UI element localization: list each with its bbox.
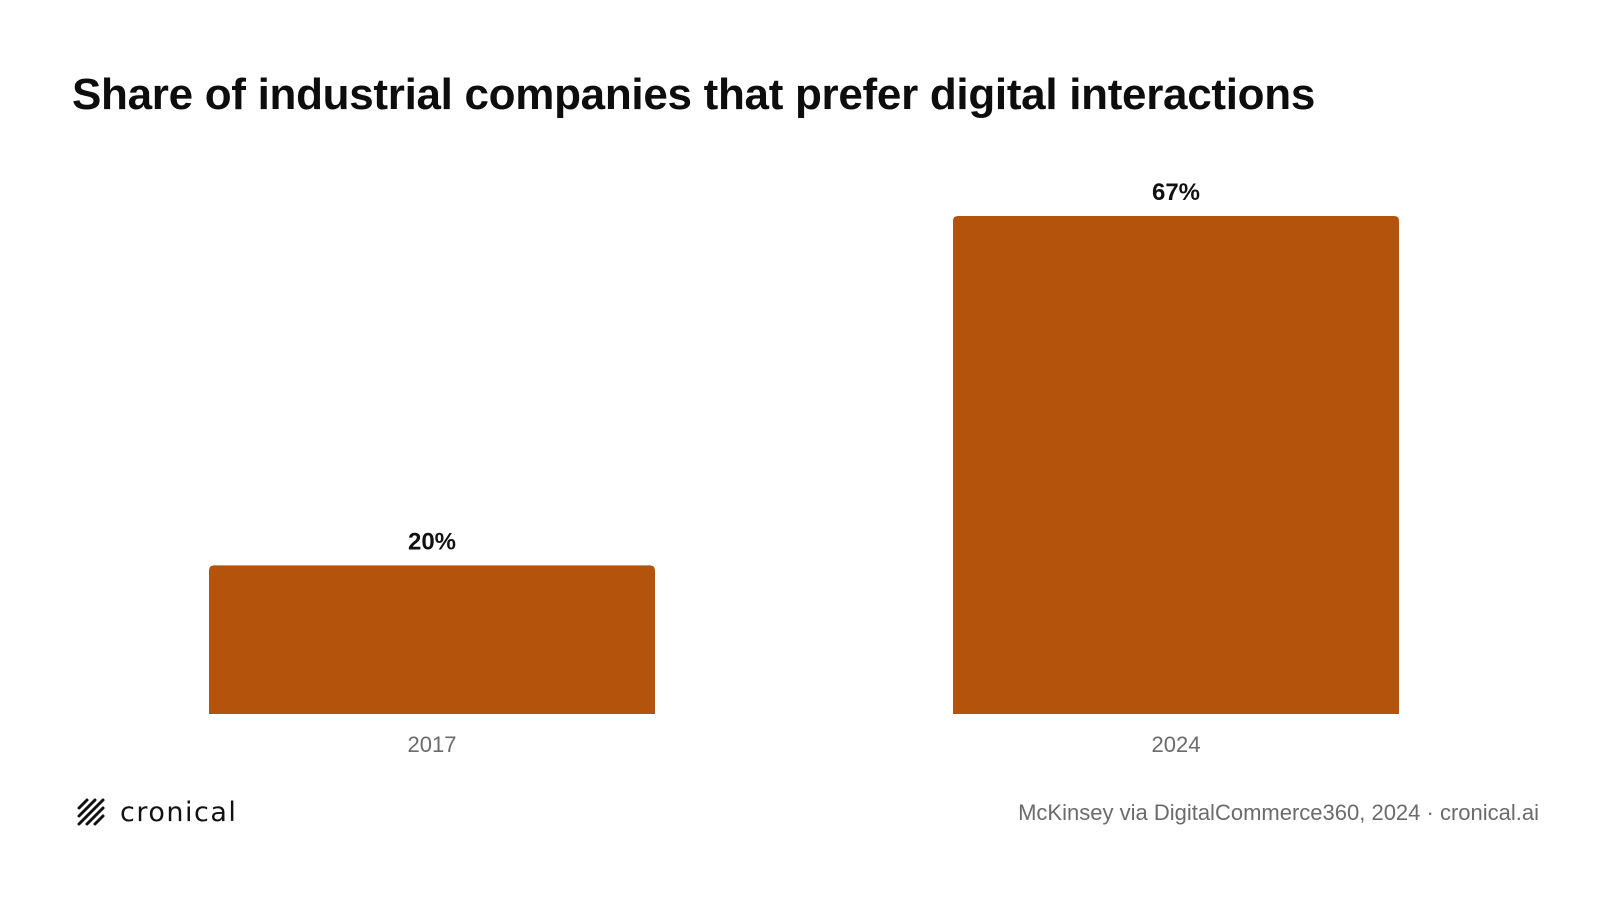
brand-logo: cronical: [76, 797, 237, 827]
brand-name: cronical: [120, 796, 238, 828]
source-note: McKinsey via DigitalCommerce360, 2024 · …: [1018, 800, 1539, 825]
cronical-logo-icon: [77, 798, 105, 826]
x-tick-label: 2017: [408, 732, 457, 757]
bar-2017: [209, 565, 655, 714]
x-tick-label: 2024: [1152, 732, 1201, 757]
bar-value-label: 67%: [1152, 179, 1200, 206]
bar-2024: [953, 216, 1399, 714]
bar-value-label: 20%: [408, 528, 456, 555]
chart-title: Share of industrial companies that prefe…: [72, 70, 1315, 119]
